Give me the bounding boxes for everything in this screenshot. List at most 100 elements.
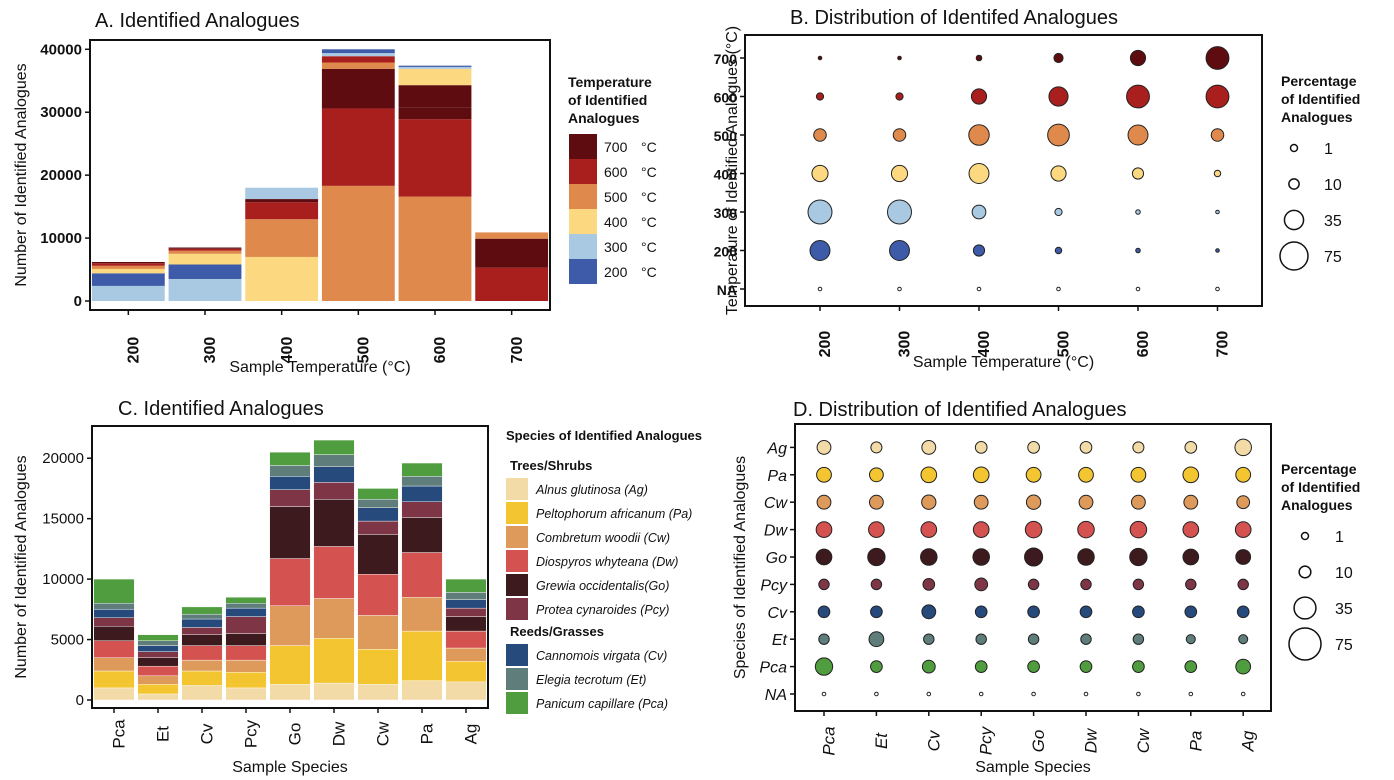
panel-c-legend-label: Alnus glutinosa (Ag) xyxy=(535,483,648,497)
panel-d-bubble xyxy=(868,631,885,648)
panel-d-legend-circle xyxy=(1300,531,1310,541)
panel-d-bubble xyxy=(1079,441,1093,454)
panel-b-bubble xyxy=(1131,167,1145,180)
panel-a-legend-label: 500 xyxy=(604,189,628,205)
panel-c-bar-segment xyxy=(93,626,135,641)
panel-b-bubble xyxy=(1056,286,1061,292)
panel-a-bar-segment xyxy=(91,261,165,264)
panel-c-bar-segment xyxy=(93,609,135,618)
panel-c-bar-segment xyxy=(357,520,399,535)
panel-a-bar-segment xyxy=(91,263,165,266)
panel-b-legend-circle xyxy=(1283,209,1305,231)
panel-a-bar-segment xyxy=(91,268,165,274)
panel-b-title: B. Distribution of Identifed Analogues xyxy=(790,7,1118,29)
panel-d-bubble xyxy=(1234,521,1252,538)
panel-b-bubble xyxy=(811,164,829,183)
panel-c-bar-segment xyxy=(137,657,179,667)
panel-b-bubble xyxy=(815,92,825,101)
panel-c-xtick-label: Go xyxy=(285,723,304,746)
panel-d-ytick-label: Pca xyxy=(759,660,787,677)
panel-a-legend-unit: °C xyxy=(641,239,657,255)
panel-a-legend-title: Temperature xyxy=(568,74,652,90)
panel-c-bar-segment xyxy=(225,607,267,617)
panel-d-bubble xyxy=(818,633,830,645)
panel-d-bubble xyxy=(920,548,938,566)
panel-c-bar-segment xyxy=(137,675,179,685)
panel-c-bar-segment xyxy=(445,681,487,701)
panel-d-bubble xyxy=(974,660,988,673)
panel-c-bar-segment xyxy=(313,454,355,467)
panel-a-bar-segment xyxy=(168,250,242,254)
panel-d-bubble xyxy=(978,691,984,697)
panel-d-ytick-label: Cw xyxy=(764,495,789,512)
panel-d-xlabel: Sample Species xyxy=(975,759,1091,776)
panel-d-legend-circle xyxy=(1298,565,1312,579)
panel-a-bar-segment xyxy=(321,68,395,109)
panel-d-bubble xyxy=(1132,578,1145,591)
panel-b-bubble xyxy=(1135,247,1141,254)
panel-d-bubble xyxy=(868,467,884,483)
panel-b-bubble xyxy=(968,124,990,146)
panel-d-bubble xyxy=(1184,441,1198,454)
panel-c-ytick-label: 5000 xyxy=(51,632,84,649)
panel-c-bar-segment xyxy=(269,558,311,606)
panel-d-bubble xyxy=(1136,691,1141,697)
panel-d-bubble xyxy=(920,466,938,484)
panel-a-bar-segment xyxy=(168,248,242,251)
panel-c-bar-segment xyxy=(445,661,487,683)
panel-b-legend-label: 75 xyxy=(1324,249,1342,266)
panel-c-legend-swatch xyxy=(506,502,528,524)
panel-d-bubble xyxy=(1236,605,1250,619)
panel-d-legend-title: of Identified xyxy=(1281,479,1360,495)
panel-d-bubble xyxy=(816,466,832,483)
panel-d-bubble xyxy=(1183,494,1199,510)
panel-d-bubble xyxy=(870,660,883,673)
panel-b-xtick-label: 500 xyxy=(1056,331,1073,358)
panel-b-bubble xyxy=(1215,209,1220,215)
panel-d-bubble xyxy=(923,633,935,645)
panel-a-legend-unit: °C xyxy=(641,214,657,230)
panel-c-legend-label: Peltophorum africanum (Pa) xyxy=(536,507,692,521)
panel-d-xtick-label: Cv xyxy=(924,729,943,751)
panel-d-bubble xyxy=(1132,633,1145,645)
panel-b-ytick-label: 500 xyxy=(714,128,738,144)
panel-c-bar-segment xyxy=(225,597,267,604)
panel-a-xtick-label: 200 xyxy=(126,337,143,364)
panel-c-bar-segment xyxy=(401,501,443,518)
panel-d-bubble xyxy=(815,548,833,566)
panel-b-ytick-label: 300 xyxy=(714,205,738,221)
panel-c-bar-segment xyxy=(357,488,399,500)
panel-c-bar-segment xyxy=(137,640,179,646)
panel-d-xtick-label: Pcy xyxy=(977,725,996,755)
panel-c-legend-swatch xyxy=(506,692,528,714)
panel-d-bubble xyxy=(1132,441,1145,454)
panel-b-bubble xyxy=(975,54,983,62)
panel-c-bar-segment xyxy=(357,649,399,685)
panel-a-legend-label: 200 xyxy=(604,264,628,280)
panel-b-bubble xyxy=(1213,169,1222,178)
panel-b-bubble xyxy=(970,88,988,105)
panel-a-legend-label: 600 xyxy=(604,164,628,180)
panel-c-bar-segment xyxy=(93,578,135,604)
panel-c-legend-label: Elegia tecrotum (Et) xyxy=(536,673,646,687)
panel-a-bar-segment xyxy=(475,232,549,239)
panel-a-legend-title: of Identified xyxy=(568,92,647,108)
panel-b-bubble xyxy=(1205,84,1230,109)
panel-c-bar-segment xyxy=(225,645,267,661)
panel-b-bubble xyxy=(817,286,823,292)
panel-d-bubble xyxy=(870,441,883,454)
panel-d-bubble xyxy=(868,521,885,538)
panel-d-bubble xyxy=(921,494,937,510)
panel-b-bubble xyxy=(807,199,833,225)
panel-d-bubble xyxy=(1235,466,1252,483)
panel-b-bubble xyxy=(1054,207,1063,217)
panel-a-bar-segment xyxy=(398,107,472,120)
panel-c-bar-segment xyxy=(93,670,135,689)
panel-d-bubble xyxy=(1237,578,1249,591)
panel-b-xtick-label: 200 xyxy=(817,331,834,358)
panel-a-xtick-label: 300 xyxy=(202,337,219,364)
panel-c-bar-segment xyxy=(401,680,443,701)
panel-d-bubble xyxy=(1025,494,1042,510)
panel-b: B. Distribution of Identifed Analogues NA… xyxy=(714,7,1361,371)
panel-b-xtick-label: 700 xyxy=(1215,331,1232,358)
